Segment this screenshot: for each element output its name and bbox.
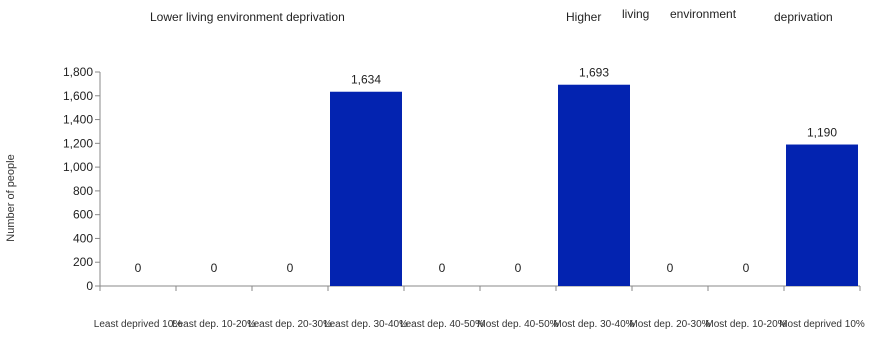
category-label: Most dep. 40-50% [477,319,558,330]
category-label: Most dep. 20-30% [629,319,710,330]
value-label: 1,190 [807,126,837,140]
bar [786,144,858,286]
y-tick-label: 1,800 [63,65,93,79]
y-tick-label: 800 [73,184,93,198]
x-axis [99,285,861,291]
category-label: Most deprived 10% [779,319,865,330]
y-tick-label: 1,600 [63,89,93,103]
higher-deprivation-caption-word-2: living [622,7,649,21]
data-labels: 0 0 0 1,634 0 0 1,693 0 0 1,190 [135,66,838,275]
y-tick-label: 1,000 [63,160,93,174]
category-label: Most dep. 30-40% [553,319,634,330]
y-tick-label: 0 [86,279,93,293]
y-tick-label: 1,400 [63,113,93,127]
category-label: Most dep. 10-20% [705,319,786,330]
value-label: 0 [211,261,218,275]
y-tick-label: 600 [73,208,93,222]
category-labels: Least deprived 10%Least dep. 10-20%Least… [94,319,865,330]
y-tick-label: 400 [73,231,93,245]
y-axis: 0 200 400 600 800 1,000 1,200 1,400 1,600 1,800 [63,65,101,293]
value-label: 1,693 [579,66,609,80]
y-tick-label: 1,200 [63,136,93,150]
y-axis-title: Number of people [5,154,17,241]
lower-deprivation-caption: Lower living environment deprivation [150,10,345,24]
value-label: 0 [135,261,142,275]
value-label: 0 [439,261,446,275]
value-label: 0 [667,261,674,275]
category-label: Least deprived 10% [94,319,183,330]
higher-deprivation-caption-word-1: Higher [566,10,601,24]
y-tick-label: 200 [73,255,93,269]
category-label: Least dep. 40-50% [400,319,484,330]
value-label: 0 [287,261,294,275]
value-label: 0 [515,261,522,275]
value-label: 1,634 [351,73,381,87]
bar [330,91,402,286]
bar-series [330,84,858,287]
bar [558,84,630,287]
value-label: 0 [743,261,750,275]
category-label: Least dep. 10-20% [172,319,256,330]
higher-deprivation-caption-word-3: environment [670,7,737,21]
higher-deprivation-caption-word-4: deprivation [774,10,833,24]
category-label: Least dep. 20-30% [248,319,332,330]
category-label: Least dep. 30-40% [324,319,408,330]
